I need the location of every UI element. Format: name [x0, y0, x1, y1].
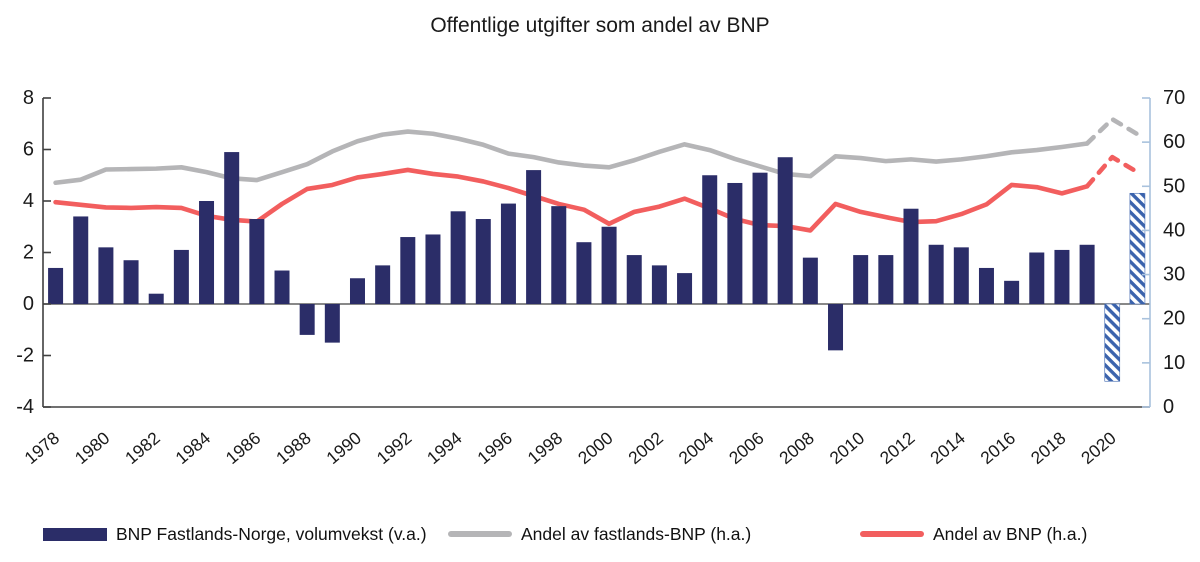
bar-1978	[48, 267, 64, 304]
legend-label: BNP Fastlands-Norge, volumvekst (v.a.)	[116, 523, 427, 544]
right-axis-label: 20	[1163, 308, 1185, 330]
right-axis-label: 70	[1163, 87, 1185, 109]
bar-2015	[978, 267, 994, 304]
legend-swatch-red-line-icon	[860, 531, 924, 537]
bar-2021	[1129, 192, 1146, 305]
bar-2013	[928, 244, 944, 304]
x-tick-1996: 1996	[473, 428, 516, 468]
bar-1979	[73, 216, 89, 304]
bar-1983	[173, 249, 189, 304]
bar-2009	[828, 304, 844, 351]
x-tick-2014: 2014	[926, 428, 969, 469]
legend: BNP Fastlands-Norge, volumvekst (v.a.) A…	[0, 522, 1200, 552]
left-axis-label: 8	[23, 87, 34, 109]
bar-1999	[576, 242, 592, 304]
right-axis-label: 0	[1163, 396, 1174, 418]
legend-swatch-gray-line-icon	[448, 531, 512, 537]
bar-2002	[651, 265, 667, 304]
bar-1998	[551, 206, 567, 304]
x-tick-2006: 2006	[725, 428, 768, 468]
right-axis-label: 50	[1163, 175, 1185, 197]
gray-line	[53, 129, 1090, 186]
bar-1984	[199, 201, 215, 304]
bar-2003	[677, 273, 693, 304]
bar-1992	[400, 237, 416, 304]
bar-2017	[1029, 252, 1045, 304]
bar-2010	[853, 255, 869, 304]
bar-2016	[1004, 280, 1020, 304]
x-tick-1978: 1978	[20, 428, 63, 468]
right-axis-label: 60	[1163, 131, 1185, 153]
x-tick-1998: 1998	[524, 428, 567, 468]
bar-2019	[1079, 244, 1095, 304]
legend-item-bnp-volumvekst: BNP Fastlands-Norge, volumvekst (v.a.)	[43, 522, 427, 546]
x-tick-2010: 2010	[826, 428, 869, 469]
bar-2011	[878, 255, 894, 304]
x-tick-1984: 1984	[171, 428, 214, 469]
bar-1996	[500, 203, 516, 304]
bar-1981	[123, 260, 139, 304]
bar-2006	[752, 172, 768, 304]
bar-1997	[526, 170, 542, 304]
legend-label: Andel av fastlands-BNP (h.a.)	[521, 523, 752, 544]
x-tick-2008: 2008	[775, 428, 818, 468]
x-tick-2012: 2012	[876, 428, 919, 468]
x-tick-1980: 1980	[71, 428, 114, 469]
legend-item-andel-bnp: Andel av BNP (h.a.)	[860, 522, 1087, 546]
x-tick-1990: 1990	[322, 428, 365, 469]
x-tick-1982: 1982	[121, 428, 164, 468]
left-axis-label: 4	[23, 190, 34, 212]
bar-1989	[324, 304, 340, 343]
bar-2012	[903, 208, 919, 304]
x-tick-2002: 2002	[624, 428, 667, 468]
legend-swatch-bar-icon	[43, 527, 107, 541]
x-tick-1988: 1988	[272, 428, 315, 468]
bar-2000	[601, 226, 617, 304]
right-axis-label: 10	[1163, 352, 1185, 374]
x-tick-1994: 1994	[423, 428, 466, 469]
left-axis-label: -4	[16, 396, 34, 418]
bar-1988	[299, 304, 315, 335]
bar-1987	[274, 270, 290, 304]
bar-2018	[1054, 249, 1070, 304]
left-axis-label: -2	[16, 345, 34, 367]
right-axis-label: 40	[1163, 219, 1185, 241]
left-axis-label: 6	[23, 139, 34, 161]
bar-2005	[727, 182, 743, 304]
x-tick-2000: 2000	[574, 428, 617, 469]
bar-2008	[802, 257, 818, 304]
x-tick-1986: 1986	[222, 428, 265, 468]
legend-label: Andel av BNP (h.a.)	[933, 523, 1088, 544]
bar-2020	[1104, 303, 1121, 382]
gray-line-forecast	[1084, 116, 1140, 146]
chart-title: Offentlige utgifter som andel av BNP	[430, 14, 770, 37]
legend-item-andel-fastlands-bnp: Andel av fastlands-BNP (h.a.)	[448, 522, 751, 546]
bar-2004	[702, 175, 718, 304]
bar-1982	[148, 293, 164, 304]
bar-1980	[98, 247, 114, 304]
bar-2007	[777, 157, 793, 304]
bar-1985	[224, 152, 240, 304]
x-tick-1992: 1992	[373, 428, 416, 468]
x-tick-2018: 2018	[1027, 428, 1070, 468]
bar-2014	[953, 247, 969, 304]
left-axis-label: 2	[23, 242, 34, 264]
bar-1991	[375, 265, 391, 304]
right-axis-label: 30	[1163, 264, 1185, 286]
bar-1993	[425, 234, 441, 304]
bar-1986	[249, 219, 265, 304]
bar-1994	[450, 211, 466, 304]
x-tick-2020: 2020	[1077, 428, 1120, 469]
bar-2001	[626, 255, 642, 304]
x-tick-2016: 2016	[977, 428, 1020, 468]
bar-1995	[475, 219, 491, 304]
x-tick-2004: 2004	[675, 428, 718, 469]
red-line-forecast	[1084, 154, 1140, 189]
left-axis-label: 0	[23, 293, 34, 315]
bar-1990	[349, 278, 365, 304]
